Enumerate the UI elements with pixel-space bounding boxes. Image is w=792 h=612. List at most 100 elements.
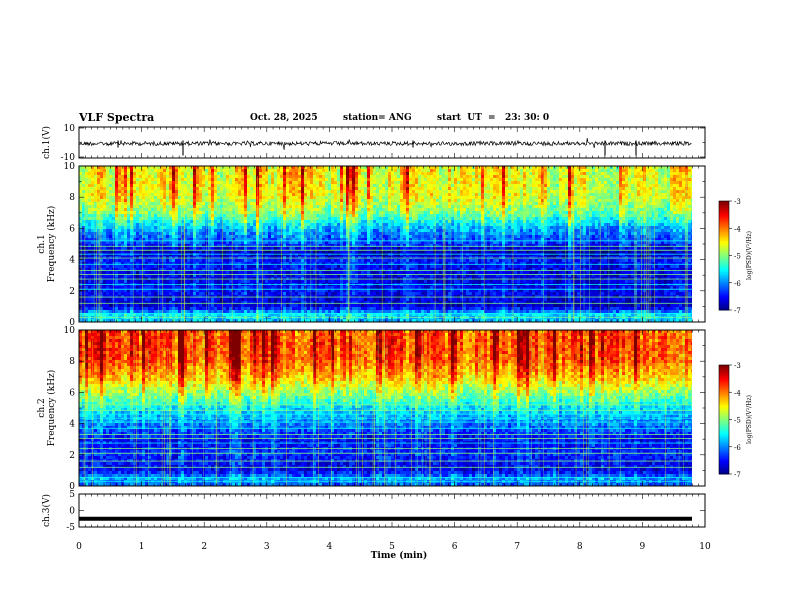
spectrogram-cell [379, 229, 383, 233]
spectrogram-cell [385, 187, 389, 191]
spectrogram-cell [226, 193, 230, 197]
spectrogram-cell [337, 226, 341, 230]
spectrogram-cell [214, 175, 218, 179]
spectrogram-cell [124, 196, 128, 200]
spectrogram-cell [457, 199, 461, 203]
spectrogram-cell [496, 211, 500, 215]
spectrogram-cell [310, 166, 314, 170]
spectrogram-cell [274, 178, 278, 182]
spectrogram-cell [250, 199, 254, 203]
spectrogram-cell [100, 202, 104, 206]
spectrogram-cell [418, 214, 422, 218]
spectrogram-cell [172, 187, 176, 191]
spectrogram-cell [625, 229, 629, 233]
spectrogram-cell [277, 208, 281, 212]
spectrogram-cell [616, 226, 620, 230]
spectrogram-cell [139, 196, 143, 200]
spectrogram-cell [526, 172, 530, 176]
spectrogram-cell [202, 166, 206, 170]
spectrogram-cell [232, 202, 236, 206]
spectrogram-cell [343, 223, 347, 227]
spectrogram-cell [529, 214, 533, 218]
spectrogram-cell [424, 196, 428, 200]
spectrogram-cell [604, 184, 608, 188]
spectrogram-cell [577, 220, 581, 224]
spectrogram-cell [325, 211, 329, 215]
spectrogram-cell [214, 178, 218, 182]
spectrogram-cell [187, 166, 191, 170]
spectrogram-cell [424, 205, 428, 209]
spectrogram-cell [286, 214, 290, 218]
spectrogram-cell [364, 205, 368, 209]
spectrogram-cell [574, 184, 578, 188]
spectrogram-cell [679, 169, 683, 173]
spectrogram-cell [502, 205, 506, 209]
spectrogram-cell [217, 175, 221, 179]
spectrogram-cell [469, 193, 473, 197]
spectrogram-cell [211, 187, 215, 191]
spectrogram-cell [388, 199, 392, 203]
spectrogram-cell [655, 208, 659, 212]
spectrogram-cell [199, 196, 203, 200]
spectrogram-cell [445, 169, 449, 173]
spectrogram-cell [268, 208, 272, 212]
spectrogram-cell [97, 172, 101, 176]
spectrogram-cell [85, 193, 89, 197]
spectrogram-cell [688, 169, 692, 173]
spectrogram-cell [628, 190, 632, 194]
spectrogram-cell [619, 169, 623, 173]
spectrogram-cell [109, 217, 113, 221]
spectrogram-cell [670, 226, 674, 230]
spectrogram-cell [295, 199, 299, 203]
spectrogram-cell [328, 184, 332, 188]
spectrogram-cell [472, 229, 476, 233]
spectrogram-cell [649, 217, 653, 221]
spectrogram-cell [79, 190, 83, 194]
spectrogram-cell [481, 172, 485, 176]
spectrogram-cell [259, 196, 263, 200]
spectrogram-cell [247, 235, 251, 239]
spectrogram-cell [373, 190, 377, 194]
spectrogram-cell [622, 202, 626, 206]
spectrogram-cell [175, 232, 179, 236]
spectrogram-cell [241, 184, 245, 188]
spectrogram-cell [184, 232, 188, 236]
spectrogram-cell [136, 175, 140, 179]
spectrogram-cell [385, 217, 389, 221]
spectrogram-cell [451, 166, 455, 170]
spectrogram-cell [412, 214, 416, 218]
spectrogram-cell [322, 205, 326, 209]
spectrogram-cell [538, 226, 542, 230]
spectrogram-cell [193, 166, 197, 170]
spectrogram-cell [220, 172, 224, 176]
spectrogram-cell [622, 220, 626, 224]
spectrogram-cell [277, 202, 281, 206]
spectrogram-cell [565, 205, 569, 209]
spectrogram-cell [625, 175, 629, 179]
spectrogram-cell [679, 181, 683, 185]
spectrogram-cell [247, 214, 251, 218]
spectrogram-cell [646, 172, 650, 176]
spectrogram-cell [322, 211, 326, 215]
spectrogram-cell [556, 199, 560, 203]
spectrogram-cell [301, 178, 305, 182]
spectrogram-cell [328, 178, 332, 182]
spectrogram-cell [610, 229, 614, 233]
spectrogram-cell [625, 205, 629, 209]
spectrogram-cell [88, 190, 92, 194]
spectrogram-cell [634, 217, 638, 221]
spectrogram-cell [148, 184, 152, 188]
spectrogram-cell [124, 208, 128, 212]
spectrogram-cell [520, 178, 524, 182]
spectrogram-cell [286, 169, 290, 173]
spectrogram-cell [544, 199, 548, 203]
spectrogram-cell [472, 196, 476, 200]
spectrogram-cell [247, 205, 251, 209]
spectrogram-cell [334, 193, 338, 197]
spectrogram-cell [103, 208, 107, 212]
spectrogram-cell [568, 190, 572, 194]
spectrogram-cell [349, 178, 353, 182]
spectrogram-cell [355, 166, 359, 170]
spectrogram-cell [574, 202, 578, 206]
spectrogram-cell [544, 214, 548, 218]
